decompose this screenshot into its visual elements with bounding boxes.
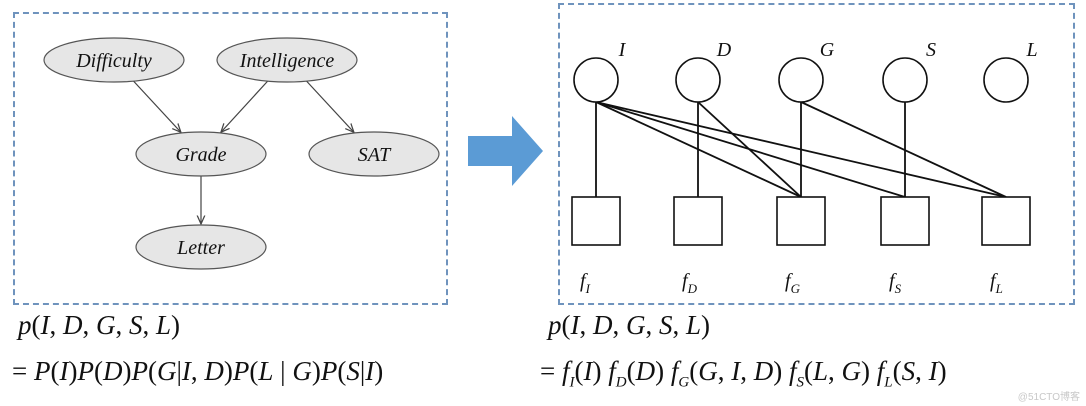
right-formula-line1: p(I, D, G, S, L): [548, 310, 711, 340]
fg-factor-label: fI: [580, 270, 591, 296]
fg-variable-label: I: [618, 39, 627, 61]
bayesian-network-panel: [13, 12, 448, 305]
fg-factor-label: fG: [785, 270, 801, 296]
bayes-edge-difficulty-grade: [133, 80, 181, 132]
fg-variable-S: S: [882, 39, 936, 103]
fg-factor-square: [571, 196, 621, 246]
fg-factor-base: f: [990, 270, 998, 292]
bayes-node-ellipse: [135, 131, 267, 177]
fg-factor-sub: I: [585, 281, 591, 296]
fg-variable-circle: [882, 57, 928, 103]
bayes-node-ellipse: [216, 37, 358, 83]
fg-factor-G: fG: [776, 196, 826, 296]
factor-graph-edges: [595, 101, 1007, 198]
bayes-edge-intelligence-grade: [221, 80, 269, 132]
fg-variable-L: L: [983, 39, 1038, 103]
bayes-nodes: Difficulty Intelligence Grade SAT Letter: [43, 37, 440, 270]
bayes-node-ellipse: [135, 224, 267, 270]
fg-factor-label: fL: [990, 270, 1003, 296]
fg-edge-G-f_L: [800, 101, 1007, 198]
fg-variable-circle: [983, 57, 1029, 103]
fg-edge-D-f_G: [697, 101, 802, 198]
fg-variable-D: D: [675, 39, 732, 103]
fg-variable-circle: [778, 57, 824, 103]
bayes-edges: [133, 80, 354, 224]
fg-factor-base: f: [682, 270, 690, 292]
fg-factor-square: [776, 196, 826, 246]
fg-factor-sub: G: [791, 281, 801, 296]
transform-arrow-icon: [468, 116, 543, 186]
fg-factor-base: f: [785, 270, 793, 292]
fg-variable-circle: [675, 57, 721, 103]
fg-factor-L: fL: [981, 196, 1031, 296]
bayes-node-grade: Grade: [135, 131, 267, 177]
bayes-node-label: Letter: [176, 237, 225, 259]
fg-factor-square: [981, 196, 1031, 246]
bayes-node-label: Difficulty: [75, 50, 152, 72]
bayes-node-letter: Letter: [135, 224, 267, 270]
fg-factor-base: f: [580, 270, 588, 292]
fg-factor-label: fS: [889, 270, 902, 296]
bayes-node-intelligence: Intelligence: [216, 37, 358, 83]
bayes-node-ellipse: [308, 131, 440, 177]
left-formula-line2: = P(I)P(D)P(G|I, D)P(L | G)P(S|I): [12, 356, 384, 386]
fg-variable-label: S: [926, 39, 936, 61]
bayes-node-label: Intelligence: [239, 50, 335, 72]
factor-graph-panel: [558, 3, 1075, 305]
fg-variable-label: L: [1025, 39, 1037, 61]
fg-factor-sub: L: [995, 281, 1003, 296]
fg-factor-square: [880, 196, 930, 246]
bayes-node-label: Grade: [175, 144, 226, 166]
fg-variable-I: I: [573, 39, 627, 103]
bayes-node-ellipse: [43, 37, 185, 83]
fg-factor-square: [673, 196, 723, 246]
right-formula-line2: = fI(I) fD(D) fG(G, I, D) fS(L, G) fL(S,…: [540, 356, 947, 391]
fg-factor-I: fI: [571, 196, 621, 296]
fg-factor-S: fS: [880, 196, 930, 296]
bayes-node-sat: SAT: [308, 131, 440, 177]
bayes-node-difficulty: Difficulty: [43, 37, 185, 83]
left-formula-line1: p(I, D, G, S, L): [18, 310, 181, 340]
bayes-edge-intelligence-sat: [306, 80, 354, 132]
factor-graph-factors: fI fD fG fS fL: [571, 196, 1031, 296]
fg-variable-label: D: [716, 39, 732, 61]
fg-variable-G: G: [778, 39, 835, 103]
fg-factor-label: fD: [682, 270, 698, 296]
watermark: @51CTO博客: [1017, 392, 1080, 403]
fg-factor-base: f: [889, 270, 897, 292]
fg-variable-circle: [573, 57, 619, 103]
fg-factor-sub: D: [687, 281, 698, 296]
fg-factor-sub: S: [895, 281, 902, 296]
fg-variable-label: G: [820, 39, 835, 61]
fg-factor-D: fD: [673, 196, 723, 296]
bayes-node-label: SAT: [358, 144, 392, 166]
